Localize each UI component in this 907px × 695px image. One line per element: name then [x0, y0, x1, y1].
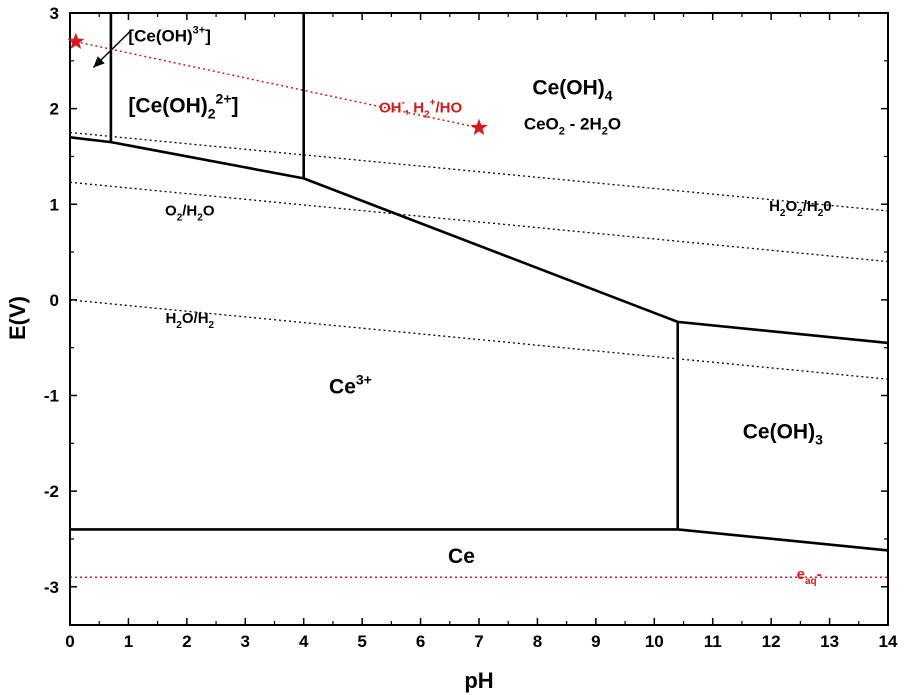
- ceoh3-main: Ce(OH): [743, 421, 815, 444]
- arrow-head: [93, 56, 105, 68]
- red-line-oh: [75, 40, 480, 129]
- oh-h-h2o-tail: , H: [405, 99, 424, 116]
- y-tick-label-3: 3: [50, 4, 59, 23]
- x-tick-label-14: 14: [879, 632, 898, 651]
- h2o2-h2o-main: H: [769, 198, 780, 215]
- water-line-0: [69, 131, 889, 212]
- red-reference-lines: [70, 40, 888, 578]
- e-aq-main: e: [797, 566, 805, 583]
- ceoh3-plus-tail: ]: [205, 27, 211, 46]
- y-tick-label--2: -2: [44, 482, 59, 501]
- oh-h-h2o-label: OH-, H2+/HO: [379, 97, 462, 120]
- e-aq-sub: aq: [805, 576, 817, 587]
- y-axis-title: E(V): [5, 296, 30, 340]
- water-line-1: [69, 181, 889, 263]
- ceoh2-2plus-sup: 2+: [216, 90, 232, 106]
- x-tick-label-11: 11: [704, 632, 722, 651]
- ceoh2-2plus-label: [Ce(OH)22+]: [128, 90, 238, 121]
- x-tick-label-10: 10: [645, 632, 664, 651]
- o2-h2o-sub: 2: [177, 213, 183, 224]
- o2-h2o-sub2: 2: [197, 213, 203, 224]
- ceo2-2h2o-tail2: O: [608, 115, 621, 134]
- h2o2-h2o-sub: 2: [780, 208, 786, 219]
- ce-metal-label: Ce: [448, 545, 475, 568]
- y-tick-label-2: 2: [50, 100, 59, 119]
- x-tick-label-6: 6: [416, 632, 425, 651]
- x-tick-label-9: 9: [591, 632, 600, 651]
- x-tick-label-2: 2: [182, 632, 191, 651]
- h2o2-h2o-sub3: 2: [818, 208, 824, 219]
- o2-h2o-tail2: O: [203, 203, 215, 220]
- oh-h-h2o-tail3: O: [450, 99, 462, 116]
- h2o2-h2o-label: H2O2/H20: [769, 198, 832, 219]
- x-tick-label-3: 3: [241, 632, 250, 651]
- oh-h-h2o-sup: -: [402, 97, 405, 108]
- x-tick-label-13: 13: [820, 632, 839, 651]
- ceo2-2h2o-sub: 2: [559, 126, 565, 138]
- y-tick-label--3: -3: [44, 578, 59, 597]
- h2o2-h2o-tail: O: [785, 198, 797, 215]
- boundary-4: [70, 528, 889, 552]
- ceo2-2h2o-label: CeO2 - 2H2O: [524, 115, 621, 138]
- ceoh4-label: Ce(OH)4: [532, 76, 612, 103]
- o2-h2o-label: O2/H2O: [165, 203, 215, 224]
- reference-lines: [69, 131, 889, 380]
- h2o2-h2o-sub2: 2: [797, 208, 803, 219]
- ceoh3-label: Ce(OH)3: [743, 421, 823, 448]
- ce-metal-main: Ce: [448, 545, 475, 568]
- x-tick-label-5: 5: [357, 632, 366, 651]
- ceoh3-plus-sup: 3+: [193, 25, 206, 37]
- oh-h-h2o-main: OH: [379, 99, 402, 116]
- star-marker-1: [470, 118, 488, 135]
- x-tick-label-4: 4: [299, 632, 309, 651]
- o2-h2o-tail: /H: [182, 203, 197, 220]
- h2o-h2-tail: O/H: [182, 310, 209, 327]
- e-aq-tail: -: [817, 566, 822, 583]
- ceo2-2h2o-tail: - 2H: [565, 115, 602, 134]
- oh-h-h2o-sub2: 2: [424, 109, 430, 120]
- ce3-plus-sup: 3+: [356, 372, 372, 388]
- y-tick-label--1: -1: [44, 387, 59, 406]
- ceoh2-2plus-main: [Ce(OH): [128, 94, 207, 117]
- star-marker-0: [67, 32, 85, 49]
- markers: [67, 32, 488, 135]
- e-aq-label: eaq-: [797, 566, 822, 587]
- x-tick-label-12: 12: [762, 632, 781, 651]
- water-line-2: [69, 299, 889, 380]
- ceoh4-sub: 4: [605, 87, 613, 103]
- phase-boundaries: [69, 13, 889, 552]
- oh-h-h2o-sup2: +: [430, 97, 436, 108]
- h2o-h2-sub2: 2: [209, 320, 215, 331]
- ceo2-2h2o-main: CeO: [524, 115, 559, 134]
- x-tick-label-1: 1: [124, 632, 133, 651]
- y-tick-label-0: 0: [50, 291, 59, 310]
- oh-h-h2o-tail2: /H: [435, 99, 450, 116]
- h2o2-h2o-tail2: /H: [803, 198, 818, 215]
- ceoh3-plus-label: [Ce(OH)3+]: [128, 25, 210, 46]
- ce3-plus-main: Ce: [329, 376, 356, 399]
- ce3-plus-label: Ce3+: [329, 372, 372, 399]
- ceoh2-2plus-sub: 2: [208, 105, 216, 121]
- o2-h2o-main: O: [165, 203, 177, 220]
- x-axis-title: pH: [464, 668, 493, 693]
- h2o-h2-sub: 2: [176, 320, 182, 331]
- h2o-h2-label: H2O/H2: [165, 310, 214, 331]
- ceoh4-main: Ce(OH): [532, 76, 604, 99]
- y-tick-label-1: 1: [50, 195, 59, 214]
- ceoh2-2plus-tail: ]: [232, 94, 239, 117]
- ceoh3-sub: 3: [815, 432, 823, 448]
- ceo2-2h2o-sub2: 2: [602, 126, 608, 138]
- x-tick-label-0: 0: [65, 632, 74, 651]
- x-tick-label-8: 8: [533, 632, 542, 651]
- ceoh3-plus-main: [Ce(OH): [128, 27, 192, 46]
- x-tick-label-7: 7: [474, 632, 483, 651]
- h2o2-h2o-tail3: 0: [823, 198, 831, 215]
- h2o-h2-main: H: [165, 310, 176, 327]
